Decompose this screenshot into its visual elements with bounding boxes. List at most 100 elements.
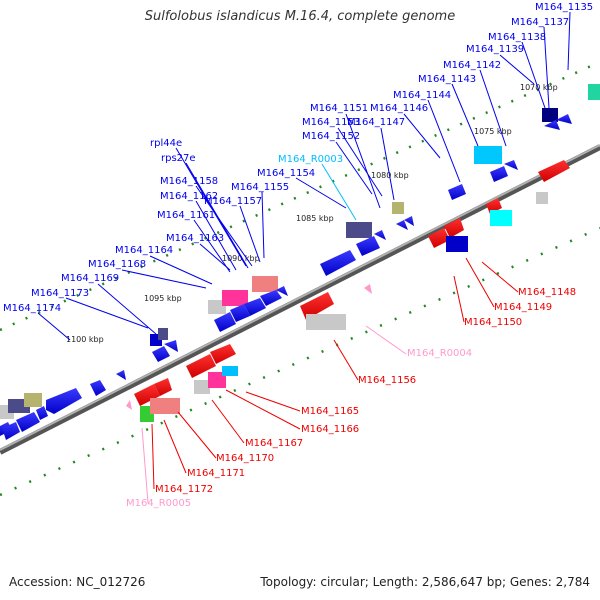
gene-M164_1164b — [164, 340, 178, 352]
gene-M164_1138 — [542, 108, 558, 122]
gene-label: M164_1152 — [302, 131, 360, 142]
gene-M164_1158e — [276, 286, 288, 296]
gene-M164_1152b — [374, 230, 386, 240]
leader-line — [380, 127, 395, 201]
gene-label: M164_1137 — [511, 17, 569, 28]
leader-line — [335, 141, 373, 195]
leader-line — [465, 257, 495, 308]
ruler-label: 1070 kbp — [520, 83, 558, 92]
gene-label: M164_1172 — [155, 484, 213, 495]
leader-line — [333, 339, 359, 381]
gene-M164_1135 — [588, 84, 600, 100]
gene-label: M164_1164 — [115, 245, 173, 256]
leader-line — [521, 41, 546, 109]
reverse-strand-genes — [126, 160, 570, 422]
gene-M164_1161 — [208, 300, 226, 314]
gene-label: M164_1165 — [301, 406, 359, 417]
gene-M164_1158c — [244, 298, 266, 316]
leader-line — [543, 26, 550, 109]
leader-line — [261, 191, 265, 259]
leader-line — [481, 261, 519, 293]
gene-label: M164_1158 — [160, 176, 218, 187]
outer-tick-row — [0, 60, 600, 332]
gene-M164_1156 — [300, 292, 334, 320]
gene-label: M164_1153 — [302, 117, 360, 128]
gene-label: rpl44e — [150, 138, 182, 149]
gene-label: M164_1135 — [535, 2, 593, 13]
gene-M164_1150c — [446, 236, 468, 252]
gene-M164_1164 — [152, 346, 170, 362]
gene-M164_1142 — [474, 146, 502, 164]
gene-M164_1137b — [556, 114, 572, 124]
gene-M164_1165 — [186, 354, 216, 378]
gene-M164_1167b — [222, 366, 238, 376]
gene-M164_1143 — [448, 184, 466, 200]
leader-line — [245, 391, 301, 412]
gene-label: M164_1168 — [88, 259, 146, 270]
gene-M164_1163b — [158, 328, 168, 340]
gene-M164_1154 — [320, 250, 356, 276]
leader-line — [211, 399, 245, 444]
gene-label: M164_R0005 — [126, 498, 191, 509]
gene-label: M164_1163 — [166, 233, 224, 244]
gene-M164_1148b — [536, 192, 548, 204]
ruler-label: 1100 kbp — [66, 335, 104, 344]
leader-line — [453, 275, 465, 323]
gene-M164_1158b — [230, 304, 250, 322]
gene-M164_1148 — [538, 160, 570, 182]
gene-label: M164_1155 — [231, 182, 289, 193]
gene-M164_1146 — [396, 220, 408, 230]
leader-line — [479, 69, 507, 147]
leader-line — [149, 255, 213, 285]
gene-M164_1158d — [260, 290, 282, 306]
gene-label: M164_1171 — [187, 468, 245, 479]
gene-M164_1146b — [404, 216, 414, 226]
leader-line — [365, 325, 407, 355]
gene-M164_1165b — [210, 344, 236, 364]
gene-label: M164_1151 — [310, 103, 368, 114]
gene-label: M164_1166 — [301, 424, 359, 435]
gene-M164_1139 — [490, 166, 508, 182]
gene-M164_1152 — [356, 236, 380, 256]
gene-label: M164_1156 — [358, 375, 416, 386]
gene-label: M164_1142 — [443, 60, 501, 71]
leader-line — [97, 283, 157, 335]
leader-line — [37, 312, 71, 341]
gene-M164_1166 — [194, 380, 210, 394]
gene-label: M164_1173 — [31, 288, 89, 299]
gene-label: M164_1146 — [370, 103, 428, 114]
leader-line — [295, 177, 347, 209]
gene-label: M164_1162 — [160, 191, 218, 202]
gene-M164_1153 — [346, 222, 372, 238]
leader-line — [121, 269, 207, 289]
leader-line — [195, 185, 253, 267]
gene-M164_1168b — [116, 370, 126, 380]
leader-line — [195, 200, 237, 271]
ruler-label: 1075 kbp — [474, 127, 512, 136]
gene-M164_1149b — [490, 210, 512, 226]
gene-label: M164_1149 — [494, 302, 552, 313]
gene-label: M164_1157 — [204, 196, 262, 207]
gene-label: M164_1161 — [157, 210, 215, 221]
gene-M164_1170b — [154, 378, 172, 396]
gene-M164_1162 — [222, 290, 248, 306]
ruler-label: 1090 kbp — [222, 254, 260, 263]
gene-M164_1167 — [208, 372, 226, 388]
leader-line — [567, 11, 571, 71]
leader-line — [163, 419, 187, 474]
genome-summary: Topology: circular; Length: 2,586,647 bp… — [260, 575, 590, 589]
gene-M164_1170 — [134, 384, 160, 406]
gene-M164_1169c — [36, 406, 48, 420]
gene-label: M164_1150 — [464, 317, 522, 328]
rna-R0004 — [364, 284, 372, 294]
leader-lines — [37, 11, 571, 504]
gene-label: M164_1170 — [216, 453, 274, 464]
leader-line — [451, 83, 479, 147]
leader-line — [199, 243, 231, 271]
accession-label: Accession: NC_012726 — [9, 575, 146, 589]
gene-label: M164_R0004 — [407, 348, 472, 359]
gene-label: M164_1144 — [393, 90, 451, 101]
gene-label: M164_1169 — [61, 273, 119, 284]
gene-M164_1172 — [150, 398, 180, 414]
